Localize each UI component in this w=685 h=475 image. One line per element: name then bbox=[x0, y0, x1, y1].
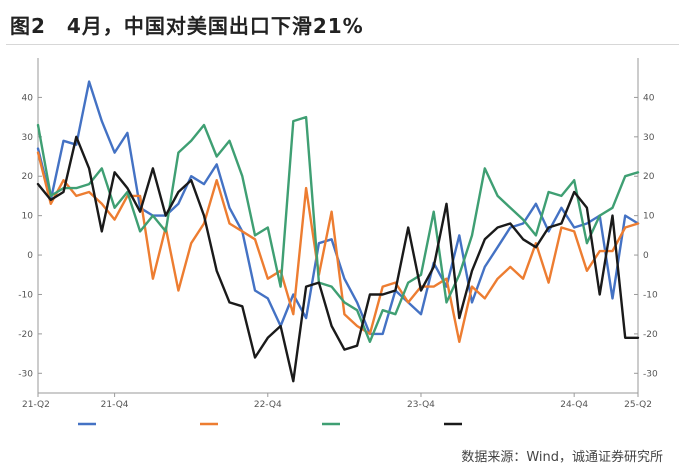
series-line-4 bbox=[36, 135, 640, 383]
y-tick-label-right: 0 bbox=[643, 251, 649, 261]
y-tick-label-right: 10 bbox=[643, 212, 655, 222]
y-tick-label-right: 40 bbox=[643, 93, 655, 103]
series-line-2 bbox=[36, 151, 640, 343]
y-tick-label-right: 30 bbox=[643, 133, 655, 143]
y-tick-label-left: -10 bbox=[18, 290, 33, 300]
y-tick-label-left: -20 bbox=[18, 330, 33, 340]
y-tick-label-right: 20 bbox=[643, 172, 655, 182]
x-tick-label: 24-Q4 bbox=[560, 400, 588, 410]
title-divider bbox=[6, 44, 679, 45]
series-line-3 bbox=[36, 115, 640, 343]
y-tick-label-left: 40 bbox=[22, 93, 34, 103]
chart-series bbox=[36, 80, 640, 383]
y-tick-label-right: -30 bbox=[643, 369, 658, 379]
y-tick-label-left: 10 bbox=[22, 212, 34, 222]
y-tick-label-left: 30 bbox=[22, 133, 34, 143]
y-tick-label-right: -10 bbox=[643, 290, 658, 300]
x-tick-label: 22-Q4 bbox=[254, 400, 282, 410]
y-tick-label-left: 20 bbox=[22, 172, 34, 182]
y-tick-label-right: -20 bbox=[643, 330, 658, 340]
x-tick-label: 21-Q2 bbox=[22, 400, 50, 410]
y-tick-label-left: 0 bbox=[27, 251, 33, 261]
chart-axes: -30 -30 -20 -20 -10 -10 0 0 10 10 20 20 30 30 40 40 21-Q… bbox=[18, 58, 658, 410]
y-tick-label-left: -30 bbox=[18, 369, 33, 379]
x-tick-label: 21-Q4 bbox=[101, 400, 129, 410]
figure-title: 图2 4月，中国对美国出口下滑21% bbox=[10, 14, 364, 38]
x-tick-label: 23-Q4 bbox=[407, 400, 435, 410]
source-note: 数据来源：Wind，诚通证券研究所 bbox=[461, 450, 663, 465]
x-tick-label: 25-Q2 bbox=[624, 400, 652, 410]
